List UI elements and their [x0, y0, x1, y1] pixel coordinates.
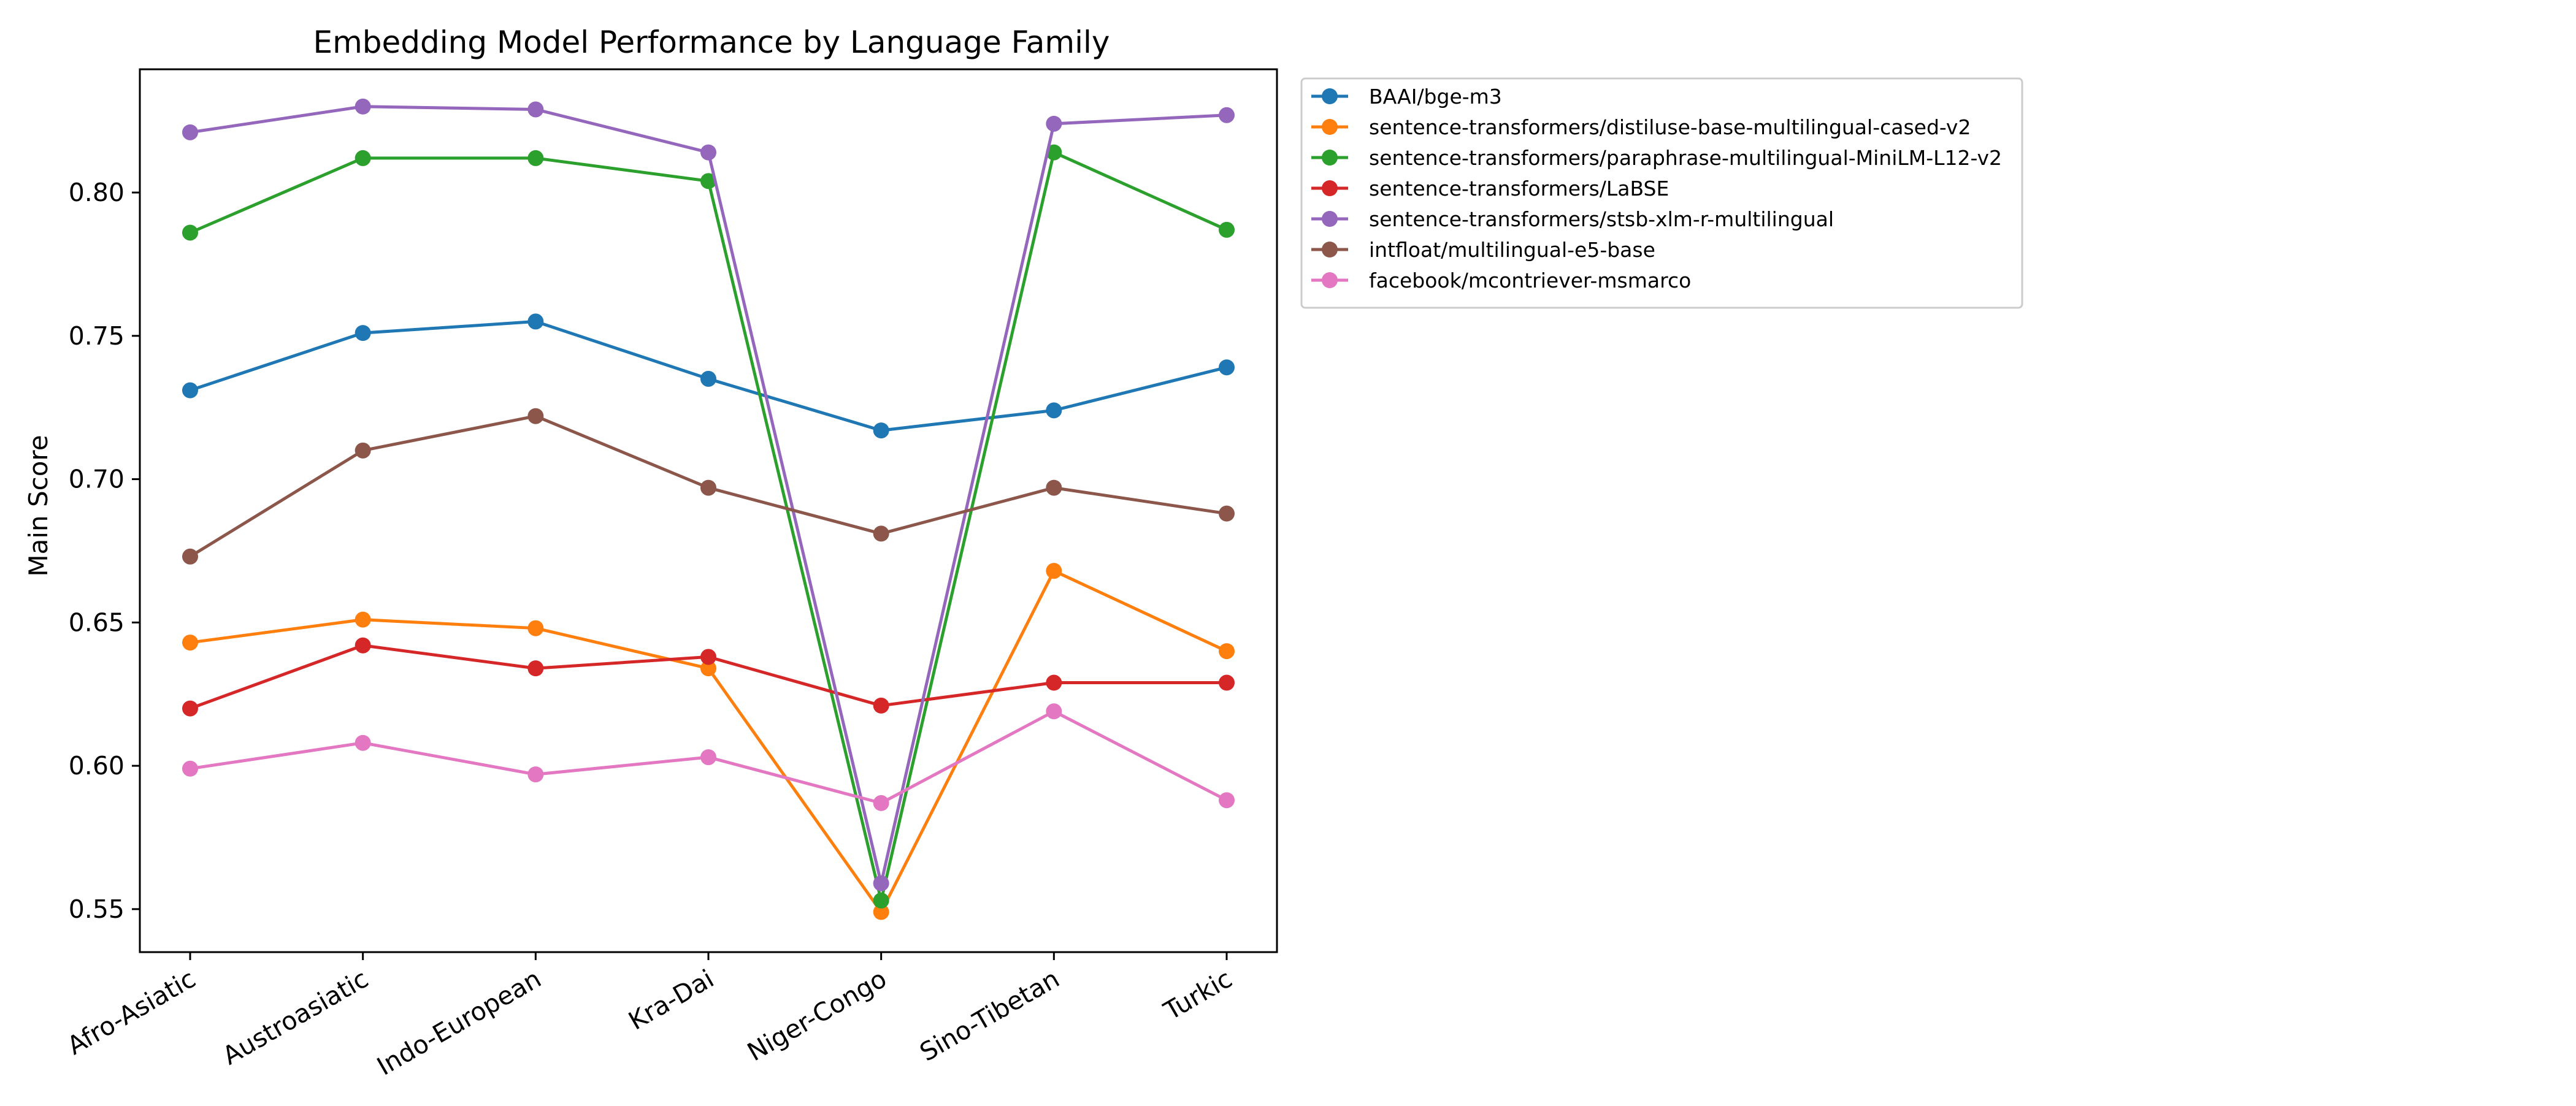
chart-title: Embedding Model Performance by Language …: [313, 25, 1110, 60]
x-tick-label: Kra-Dai: [624, 964, 719, 1035]
legend-swatch-marker: [1322, 211, 1338, 227]
data-point: [873, 422, 889, 439]
data-point: [1219, 505, 1235, 522]
data-point: [182, 548, 198, 565]
data-point: [182, 224, 198, 241]
data-point: [1046, 674, 1062, 691]
data-point: [700, 173, 716, 189]
data-point: [1219, 792, 1235, 809]
legend-entry-label: sentence-transformers/distiluse-base-mul…: [1369, 115, 1971, 139]
x-tick-label: Indo-European: [372, 964, 546, 1081]
data-point: [182, 760, 198, 777]
data-point: [355, 325, 371, 341]
data-point: [355, 442, 371, 459]
data-point: [873, 795, 889, 811]
data-point: [1046, 479, 1062, 496]
y-tick-label: 0.70: [69, 465, 125, 494]
data-point: [700, 660, 716, 677]
legend-entry-label: intfloat/multilingual-e5-base: [1369, 238, 1655, 262]
x-tick-label: Austroasiatic: [218, 964, 374, 1070]
data-point: [527, 313, 544, 330]
data-point: [527, 101, 544, 118]
data-point: [1046, 703, 1062, 720]
data-point: [355, 637, 371, 654]
x-tick-label: Turkic: [1159, 964, 1237, 1026]
data-point: [873, 904, 889, 920]
data-point: [527, 150, 544, 166]
data-point: [355, 611, 371, 628]
data-point: [527, 660, 544, 677]
data-point: [182, 635, 198, 651]
data-point: [1046, 563, 1062, 579]
legend-swatch-marker: [1322, 272, 1338, 288]
y-axis-label: Main Score: [23, 435, 53, 576]
legend-swatch-marker: [1322, 88, 1338, 104]
data-point: [182, 382, 198, 399]
legend-entry-label: facebook/mcontriever-msmarco: [1369, 269, 1691, 292]
legend-swatch-marker: [1322, 150, 1338, 166]
data-point: [873, 875, 889, 891]
legend-entry-label: sentence-transformers/LaBSE: [1369, 177, 1669, 200]
data-point: [700, 649, 716, 665]
data-point: [1219, 107, 1235, 123]
data-point: [700, 749, 716, 766]
data-point: [527, 766, 544, 783]
data-point: [1046, 115, 1062, 132]
data-point: [355, 98, 371, 115]
series-line: [190, 151, 1228, 902]
legend: BAAI/bge-m3 sentence-transformers/distilu…: [1300, 77, 2023, 309]
x-tick-label: Niger-Congo: [742, 964, 891, 1067]
data-point: [527, 408, 544, 424]
y-tick-label: 0.65: [69, 608, 125, 637]
legend-entry-label: sentence-transformers/stsb-xlm-r-multili…: [1369, 207, 1834, 231]
data-point: [1219, 643, 1235, 660]
legend-entry-label: BAAI/bge-m3: [1369, 85, 1502, 109]
data-point: [182, 124, 198, 140]
legend-entry-label: sentence-transformers/paraphrase-multili…: [1369, 146, 2002, 170]
data-point: [700, 370, 716, 387]
legend-frame: [1300, 77, 2023, 309]
series-line: [190, 569, 1228, 914]
plot-frame: [139, 68, 1278, 953]
y-tick-label: 0.80: [69, 178, 125, 207]
data-point: [873, 892, 889, 909]
data-point: [1046, 402, 1062, 419]
data-point: [527, 620, 544, 636]
data-point: [1219, 674, 1235, 691]
x-tick-label: Sino-Tibetan: [914, 964, 1064, 1067]
data-point: [873, 525, 889, 542]
data-point: [182, 700, 198, 717]
data-point: [1046, 144, 1062, 161]
legend-swatch-marker: [1322, 242, 1338, 257]
data-point: [355, 734, 371, 751]
y-tick-label: 0.55: [69, 894, 125, 924]
data-point: [1219, 221, 1235, 238]
x-tick-label: Afro-Asiatic: [63, 964, 201, 1061]
data-point: [873, 697, 889, 714]
legend-swatch-marker: [1322, 119, 1338, 135]
plot-area: 0.55 0.60 0.65 0.70 0.75 0.80 Afro-Asiatic Aust…: [63, 68, 1278, 1081]
y-tick-label: 0.60: [69, 751, 125, 780]
legend-swatch-marker: [1322, 180, 1338, 196]
data-point: [355, 150, 371, 166]
data-point: [1219, 359, 1235, 376]
data-point: [700, 479, 716, 496]
y-tick-label: 0.75: [69, 321, 125, 351]
data-point: [700, 144, 716, 161]
